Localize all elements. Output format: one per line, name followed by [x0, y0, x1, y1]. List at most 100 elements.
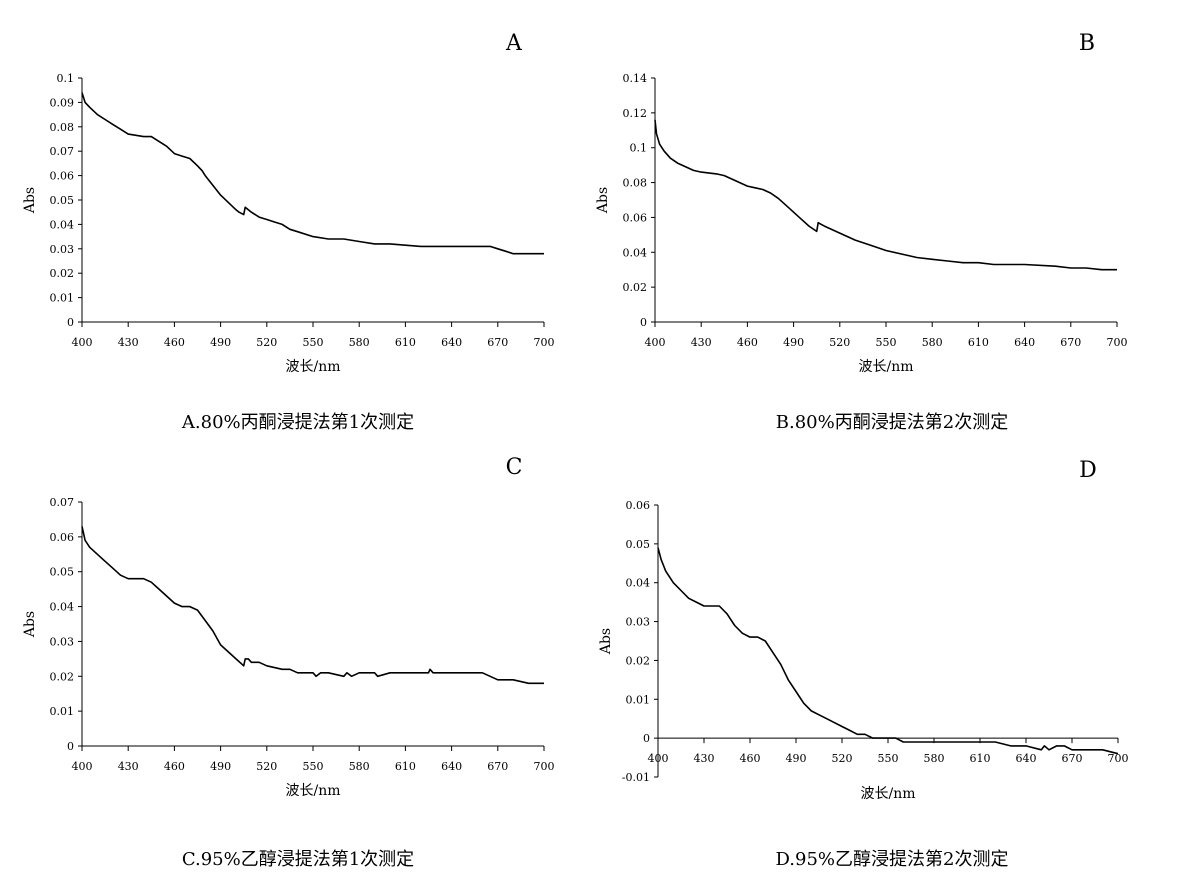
x-tick-label: 670	[487, 760, 508, 773]
y-tick-label: 0	[643, 732, 650, 745]
y-tick-label: 0.01	[50, 292, 75, 305]
x-tick-label: 460	[164, 336, 185, 349]
x-axis-label: 波长/nm	[860, 786, 915, 802]
y-tick-label: 0.02	[50, 670, 75, 683]
x-tick-label: 490	[210, 760, 231, 773]
x-tick-label: 430	[694, 752, 715, 765]
y-tick-label: 0.06	[50, 531, 75, 544]
y-tick-label: 0.05	[50, 194, 75, 207]
chart-a: 0 0.01 0.02 0.03 0.04 0.05 0.06 0.07 0.08 0.09 0.1…	[22, 31, 555, 375]
y-tick-label: 0.06	[50, 170, 75, 183]
x-tick-label: 520	[256, 760, 277, 773]
y-axis-label: Abs	[22, 187, 38, 214]
y-tick-label: 0.05	[626, 538, 651, 551]
y-axis-label: Abs	[598, 628, 614, 655]
x-tick-label: 580	[349, 336, 370, 349]
chart-panel-b: 0 0.02 0.04 0.06 0.08 0.1 0.12 0.14 400 430 460 490…	[595, 0, 1192, 437]
x-tick-label: 700	[534, 336, 555, 349]
y-tick-label: -0.01	[622, 771, 650, 784]
x-tick-label: 430	[118, 760, 139, 773]
x-tick-label: 520	[256, 336, 277, 349]
panel-caption: A.80%丙酮浸提法第1次测定	[181, 412, 415, 433]
y-tick-label: 0.09	[50, 96, 75, 109]
y-tick-label: 0	[67, 316, 74, 329]
x-tick-label: 490	[783, 336, 804, 349]
x-tick-label: 610	[968, 336, 989, 349]
x-axis-label: 波长/nm	[285, 359, 340, 375]
x-tick-label: 490	[786, 752, 807, 765]
x-tick-label: 640	[1016, 752, 1037, 765]
chart-c: 0 0.01 0.02 0.03 0.04 0.05 0.06 0.07 400 430 460 49…	[22, 455, 555, 799]
x-tick-label: 460	[164, 760, 185, 773]
series-line	[654, 119, 1117, 271]
y-tick-label: 0.1	[630, 142, 648, 155]
x-tick-label: 610	[395, 336, 416, 349]
x-tick-label: 490	[210, 336, 231, 349]
panel-caption: B.80%丙酮浸提法第2次测定	[775, 412, 1009, 433]
panel-caption: D.95%乙醇浸提法第2次测定	[775, 849, 1009, 870]
y-tick-label: 0.03	[50, 243, 75, 256]
x-tick-label: 580	[924, 752, 945, 765]
x-tick-label: 580	[922, 336, 943, 349]
series-line	[81, 92, 544, 255]
x-tick-label: 610	[970, 752, 991, 765]
y-tick-label: 0	[67, 740, 74, 753]
y-axis-label: Abs	[22, 611, 38, 638]
x-tick-label: 550	[303, 336, 324, 349]
y-tick-label: 0.04	[623, 246, 648, 259]
chart-b: 0 0.02 0.04 0.06 0.08 0.1 0.12 0.14 400 430 460 490…	[595, 31, 1128, 375]
x-tick-label: 400	[72, 336, 93, 349]
panel-label: B	[1079, 31, 1095, 56]
x-tick-label: 550	[876, 336, 897, 349]
y-tick-label: 0.06	[626, 499, 651, 512]
y-tick-label: 0.01	[50, 705, 75, 718]
x-tick-label: 550	[878, 752, 899, 765]
y-tick-label: 0.04	[50, 601, 75, 614]
y-tick-label: 0.08	[50, 121, 75, 134]
y-tick-label: 0.07	[50, 145, 75, 158]
panel-label: D	[1079, 458, 1097, 483]
x-tick-label: 670	[1062, 752, 1083, 765]
x-tick-label: 460	[740, 752, 761, 765]
x-tick-label: 700	[1108, 752, 1129, 765]
x-tick-label: 640	[441, 336, 462, 349]
x-tick-label: 460	[737, 336, 758, 349]
panel-caption: C.95%乙醇浸提法第1次测定	[181, 849, 415, 870]
x-tick-label: 640	[441, 760, 462, 773]
y-tick-label: 0.14	[623, 72, 648, 85]
x-tick-label: 400	[72, 760, 93, 773]
y-tick-label: 0.03	[50, 635, 75, 648]
x-tick-label: 700	[534, 760, 555, 773]
x-tick-label: 520	[829, 336, 850, 349]
x-tick-label: 400	[648, 752, 669, 765]
y-tick-label: 0.1	[57, 72, 75, 85]
series-line	[81, 526, 544, 685]
x-tick-label: 610	[395, 760, 416, 773]
x-tick-label: 670	[487, 336, 508, 349]
y-tick-label: 0.02	[623, 281, 648, 294]
x-tick-label: 700	[1107, 336, 1128, 349]
x-tick-label: 640	[1014, 336, 1035, 349]
chart-panel-d: -0.01 0 0.01 0.02 0.03 0.04 0.05 0.06 400 430 460 4…	[596, 437, 1192, 874]
y-tick-label: 0.04	[50, 218, 75, 231]
y-tick-label: 0.05	[50, 566, 75, 579]
y-tick-label: 0.08	[623, 177, 648, 190]
x-axis-label: 波长/nm	[285, 783, 340, 799]
panel-label: A	[505, 31, 523, 56]
y-tick-label: 0.03	[626, 616, 651, 629]
y-tick-label: 0.06	[623, 211, 648, 224]
y-tick-label: 0.12	[623, 107, 648, 120]
chart-panel-c: 0 0.01 0.02 0.03 0.04 0.05 0.06 0.07 400 430 460 49…	[0, 437, 596, 874]
y-tick-label: 0.01	[626, 693, 651, 706]
y-tick-label: 0.07	[50, 496, 75, 509]
y-tick-label: 0.04	[626, 577, 651, 590]
chart-panel-a: 0 0.01 0.02 0.03 0.04 0.05 0.06 0.07 0.08 0.09 0.1…	[0, 0, 596, 437]
x-tick-label: 580	[349, 760, 370, 773]
panel-label: C	[506, 455, 523, 480]
x-tick-label: 430	[118, 336, 139, 349]
y-tick-label: 0.02	[50, 267, 75, 280]
x-tick-label: 400	[645, 336, 666, 349]
y-tick-label: 0.02	[626, 654, 651, 667]
x-tick-label: 550	[303, 760, 324, 773]
y-tick-label: 0	[640, 316, 647, 329]
